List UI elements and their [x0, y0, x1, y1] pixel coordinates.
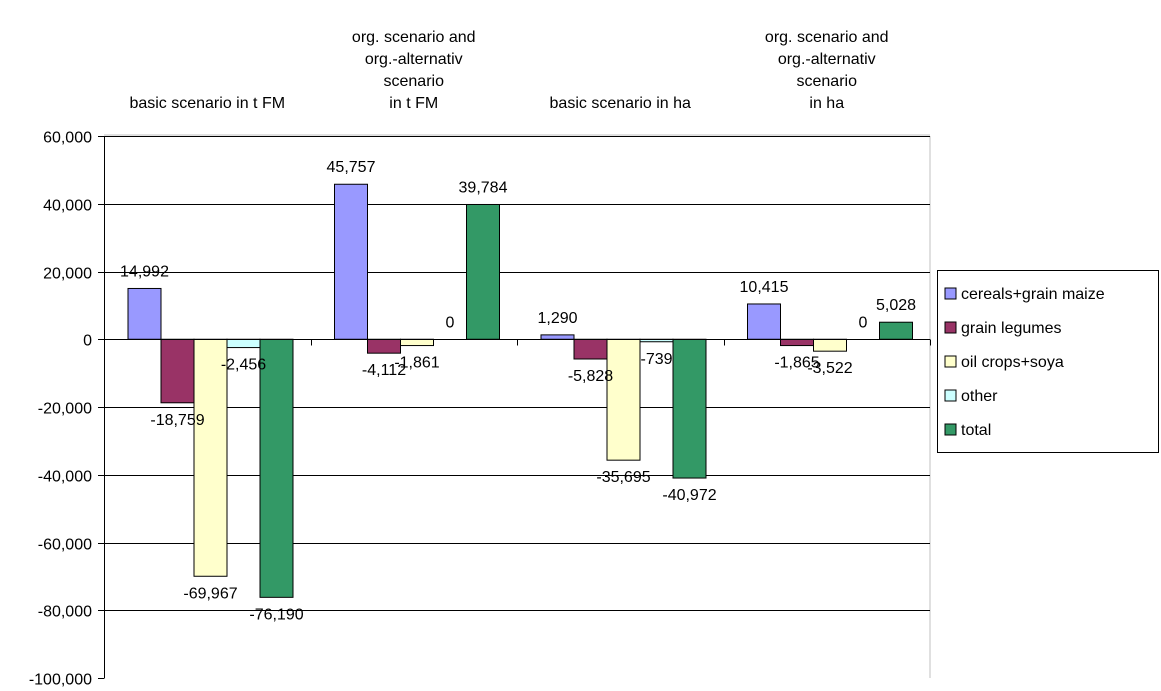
legend-swatch: [944, 389, 957, 402]
data-label: 1,290: [537, 310, 577, 327]
data-label: -76,190: [249, 606, 303, 623]
legend-label: cereals+grain maize: [961, 286, 1105, 303]
data-label: -40,972: [662, 487, 716, 504]
legend-label: grain legumes: [961, 320, 1062, 337]
y-tick-label: 40,000: [43, 198, 92, 215]
category-label: org. scenario and org.-alternativ scenario…: [765, 29, 889, 112]
data-label: -1,861: [394, 355, 439, 372]
y-tick-label: -60,000: [38, 537, 92, 554]
data-label: -35,695: [596, 469, 650, 486]
data-label: -2,456: [221, 357, 266, 374]
y-tick-label: -80,000: [38, 604, 92, 621]
bar-oil-crops-soya: [813, 338, 847, 352]
data-label: -69,967: [183, 585, 237, 602]
bar-total: [879, 321, 913, 340]
bar-cereals-grain-maize: [127, 287, 162, 340]
data-label: 39,784: [459, 179, 508, 196]
legend-swatch: [944, 355, 957, 368]
legend-label: total: [961, 422, 991, 439]
legend-label: oil crops+soya: [961, 354, 1064, 371]
legend-box: [937, 270, 1159, 453]
category-label: basic scenario in ha: [550, 95, 692, 112]
legend-swatch: [944, 287, 957, 300]
bar-other: [226, 338, 261, 349]
data-label: -739: [640, 351, 672, 368]
data-label: 14,992: [120, 263, 169, 280]
legend-label: other: [961, 388, 998, 405]
y-tick-label: -100,000: [29, 672, 92, 689]
axes: 60,000 40,000 20,000 0 -20,000 -40,000 -60,000…: [29, 130, 931, 689]
y-tick-label: 0: [83, 333, 92, 350]
data-label: 45,757: [327, 159, 376, 176]
category-label: basic scenario in t FM: [129, 95, 285, 112]
bar-oil-crops-soya: [193, 338, 228, 577]
bar-grain-legumes: [160, 338, 195, 404]
legend: cereals+grain maize grain legumes oil crop…: [937, 270, 1159, 453]
bars: [127, 183, 913, 598]
category-label: org. scenario and org.-alternativ scenario…: [352, 29, 476, 112]
y-tick-label: -20,000: [38, 401, 92, 418]
data-labels: 14,992 45,757 1,290 10,415 -18,759 -4,112 -5,8…: [120, 159, 916, 623]
bar-cereals-grain-maize: [747, 303, 781, 340]
data-label: 0: [446, 314, 455, 331]
legend-swatch: [944, 423, 957, 436]
bar-oil-crops-soya: [606, 338, 641, 461]
category-labels: basic scenario in t FM org. scenario and o…: [129, 29, 888, 112]
data-label: -3,522: [807, 360, 852, 377]
bar-cereals-grain-maize: [334, 183, 368, 340]
data-label: -1,865: [774, 355, 819, 372]
data-label: -4,112: [362, 362, 406, 379]
bar-grain-legumes: [780, 338, 814, 347]
bar-grain-legumes: [573, 338, 608, 360]
data-label: -5,828: [568, 368, 613, 385]
bar-oil-crops-soya: [400, 338, 434, 347]
data-label: 0: [859, 314, 868, 331]
legend-swatch: [944, 321, 957, 334]
data-label: 5,028: [876, 297, 916, 314]
bar-grain-legumes: [367, 338, 401, 354]
gridlines: [104, 134, 931, 678]
bar-total: [466, 203, 500, 340]
y-tick-label: 60,000: [43, 130, 92, 147]
bar-total: [259, 338, 294, 598]
bar-cereals-grain-maize: [540, 334, 575, 340]
data-label: 10,415: [740, 279, 789, 296]
y-tick-label: -40,000: [38, 469, 92, 486]
bar-total: [672, 338, 707, 479]
data-label: -18,759: [150, 412, 204, 429]
y-tick-label: 20,000: [43, 266, 92, 283]
